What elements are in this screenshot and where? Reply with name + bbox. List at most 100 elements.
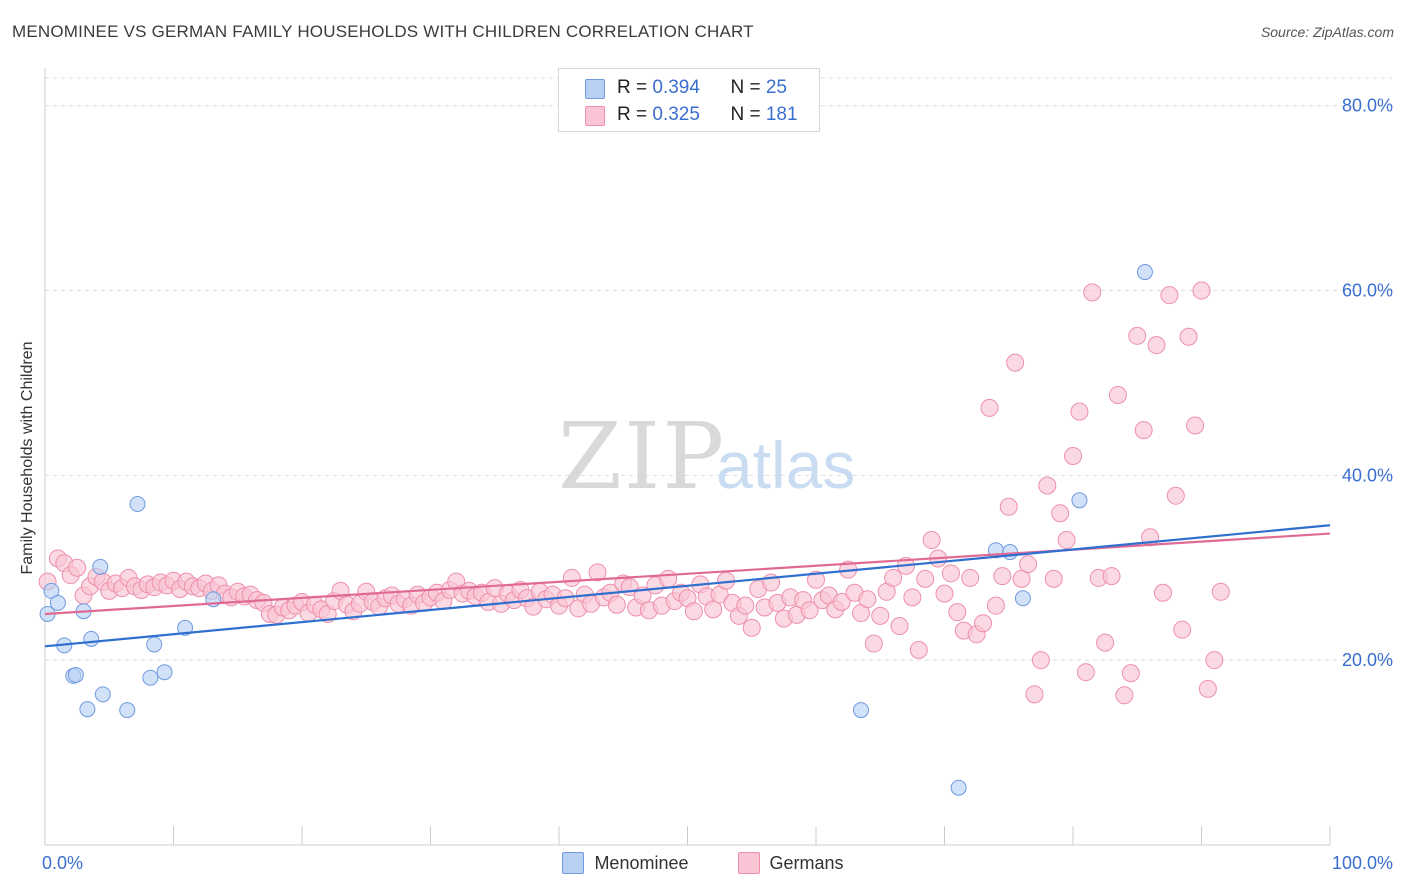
y-axis-label: Family Households with Children bbox=[19, 341, 36, 575]
legend-item-germans: Germans bbox=[737, 852, 844, 874]
menominee-point bbox=[1071, 492, 1088, 509]
germans-point bbox=[935, 584, 954, 603]
germans-point bbox=[890, 616, 909, 635]
germans-point bbox=[884, 568, 903, 587]
x-tick-label-max: 100.0% bbox=[1332, 853, 1393, 873]
menominee-point bbox=[146, 636, 163, 653]
germans-point bbox=[1205, 651, 1224, 670]
germans-point bbox=[1166, 486, 1185, 505]
germans-point bbox=[1057, 531, 1076, 550]
menominee-point bbox=[83, 630, 100, 647]
germans-point bbox=[684, 602, 703, 621]
germans-point bbox=[1096, 633, 1115, 652]
germans-point bbox=[1083, 283, 1102, 302]
menominee-trend-line bbox=[44, 524, 1331, 648]
germans-point bbox=[1128, 326, 1147, 345]
menominee-points bbox=[39, 264, 1153, 796]
germans-point bbox=[1186, 416, 1205, 435]
source-label: Source: ZipAtlas.com bbox=[1260, 24, 1394, 40]
germans-point bbox=[1064, 446, 1082, 465]
germans-point bbox=[1108, 385, 1127, 404]
menominee-point bbox=[852, 702, 869, 719]
menominee-point bbox=[79, 701, 96, 718]
menominee-point bbox=[129, 496, 146, 513]
germans-n-label: N = bbox=[730, 104, 766, 125]
germans-point bbox=[1031, 651, 1050, 670]
germans-point bbox=[1160, 286, 1179, 305]
germans-point bbox=[903, 588, 922, 607]
germans-trend-line bbox=[44, 532, 1331, 616]
watermark: ZIP atlas bbox=[558, 403, 855, 510]
menominee-point bbox=[94, 686, 111, 703]
germans-point bbox=[607, 595, 626, 614]
watermark-atlas: atlas bbox=[716, 428, 855, 502]
menominee-point bbox=[49, 594, 66, 611]
germans-point bbox=[980, 398, 999, 417]
germans-point bbox=[974, 614, 993, 633]
menominee-r-label: R = bbox=[617, 77, 653, 98]
legend-item-menominee: Menominee bbox=[562, 852, 689, 874]
menominee-r-value: 0.394 bbox=[652, 77, 700, 98]
menominee-point bbox=[142, 669, 159, 686]
legend-label-germans: Germans bbox=[769, 852, 844, 873]
menominee-point bbox=[92, 558, 109, 575]
y-tick-labels: 20.0% 40.0% 60.0% 80.0% bbox=[1342, 96, 1393, 670]
germans-point bbox=[864, 634, 883, 653]
germans-point bbox=[1192, 281, 1211, 300]
germans-point bbox=[916, 569, 935, 588]
y-tick-label: 20.0% bbox=[1342, 650, 1393, 670]
menominee-n-value: 25 bbox=[765, 77, 787, 98]
menominee-point bbox=[1014, 590, 1031, 607]
germans-point bbox=[1102, 567, 1121, 586]
germans-point bbox=[659, 569, 678, 588]
watermark-zip: ZIP bbox=[558, 403, 726, 510]
chart-title: MENOMINEE VS GERMAN FAMILY HOUSEHOLDS WI… bbox=[12, 22, 754, 41]
germans-point bbox=[562, 568, 581, 587]
axes bbox=[44, 68, 1331, 846]
germans-point bbox=[1070, 402, 1089, 421]
germans-point bbox=[1115, 686, 1134, 705]
menominee-point bbox=[67, 666, 84, 683]
germans-point bbox=[1025, 685, 1044, 704]
germans-point bbox=[1076, 663, 1095, 682]
germans-r-value: 0.325 bbox=[652, 104, 700, 125]
germans-point bbox=[1179, 327, 1198, 346]
legend-swatch-menominee bbox=[562, 852, 585, 874]
germans-point bbox=[800, 601, 819, 620]
menominee-point bbox=[1002, 544, 1019, 561]
y-tick-label: 40.0% bbox=[1342, 465, 1393, 485]
germans-point bbox=[1211, 582, 1230, 601]
germans-point bbox=[961, 568, 980, 587]
germans-point bbox=[736, 596, 755, 615]
germans-point bbox=[1019, 555, 1038, 574]
germans-point bbox=[1134, 421, 1153, 440]
germans-r-label: R = bbox=[617, 104, 653, 125]
germans-n-value: 181 bbox=[765, 104, 798, 125]
menominee-n-label: N = bbox=[730, 77, 766, 98]
germans-point bbox=[1147, 336, 1166, 355]
trend-lines bbox=[44, 524, 1331, 648]
y-tick-label: 80.0% bbox=[1342, 96, 1393, 116]
legend-swatch-germans bbox=[737, 852, 760, 874]
germans-point bbox=[1173, 620, 1192, 639]
legend: Menominee Germans bbox=[0, 852, 1406, 879]
germans-point bbox=[1038, 476, 1057, 495]
menominee-point bbox=[156, 664, 173, 681]
legend-label-menominee: Menominee bbox=[594, 852, 689, 873]
germans-point bbox=[986, 596, 1005, 615]
germans-point bbox=[1051, 504, 1070, 523]
menominee-swatch bbox=[585, 79, 605, 99]
stats-legend: R = 0.394 N = 25 R = 0.325 N = 181 bbox=[558, 68, 820, 132]
germans-point bbox=[999, 497, 1018, 516]
menominee-point bbox=[950, 779, 967, 796]
germans-point bbox=[1044, 569, 1063, 588]
x-tick-label-min: 0.0% bbox=[42, 853, 83, 873]
germans-point bbox=[909, 641, 928, 660]
germans-point bbox=[1121, 664, 1140, 683]
germans-point bbox=[1006, 353, 1025, 372]
germans-swatch bbox=[585, 106, 605, 126]
germans-point bbox=[941, 564, 960, 583]
menominee-point bbox=[119, 702, 136, 719]
germans-point bbox=[807, 570, 825, 589]
